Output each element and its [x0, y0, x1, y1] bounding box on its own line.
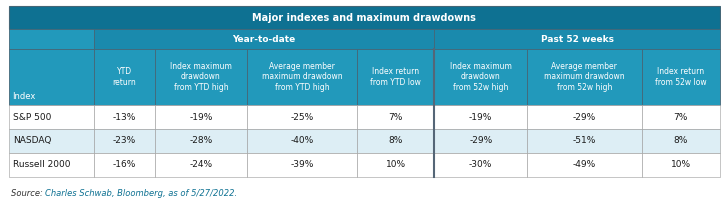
Text: -28%: -28%: [189, 136, 213, 145]
Text: 10%: 10%: [386, 160, 406, 169]
Bar: [357, 49, 435, 105]
Text: Index maximum
drawdown
from 52w high: Index maximum drawdown from 52w high: [450, 62, 512, 92]
Bar: [9, 6, 720, 29]
Text: Average member
maximum drawdown
from YTD high: Average member maximum drawdown from YTD…: [262, 62, 342, 92]
Bar: [642, 49, 720, 105]
Bar: [642, 153, 720, 177]
Bar: [9, 153, 94, 177]
Text: -40%: -40%: [291, 136, 314, 145]
Bar: [9, 105, 94, 129]
Text: Past 52 weeks: Past 52 weeks: [541, 35, 614, 43]
Text: Year-to-date: Year-to-date: [232, 35, 296, 43]
Text: 8%: 8%: [673, 136, 688, 145]
Text: -39%: -39%: [291, 160, 314, 169]
Bar: [247, 129, 357, 153]
Text: 7%: 7%: [389, 113, 403, 121]
Bar: [435, 153, 527, 177]
Text: Index return
from 52w low: Index return from 52w low: [655, 67, 707, 87]
Bar: [527, 129, 642, 153]
Text: Major indexes and maximum drawdowns: Major indexes and maximum drawdowns: [252, 13, 476, 23]
Bar: [94, 153, 154, 177]
Bar: [435, 105, 527, 129]
Bar: [435, 49, 527, 105]
Bar: [357, 105, 435, 129]
Text: -29%: -29%: [572, 113, 596, 121]
Bar: [94, 49, 154, 105]
Text: -19%: -19%: [189, 113, 213, 121]
Text: -19%: -19%: [469, 113, 492, 121]
Bar: [435, 129, 527, 153]
Text: 8%: 8%: [389, 136, 403, 145]
Bar: [9, 129, 94, 153]
Bar: [247, 153, 357, 177]
Bar: [154, 49, 247, 105]
Text: -30%: -30%: [469, 160, 492, 169]
Bar: [154, 153, 247, 177]
Text: Average member
maximum drawdown
from 52w high: Average member maximum drawdown from 52w…: [544, 62, 624, 92]
Text: Charles Schwab, Bloomberg, as of 5/27/2022.: Charles Schwab, Bloomberg, as of 5/27/20…: [45, 189, 237, 198]
Bar: [247, 105, 357, 129]
Text: Russell 2000: Russell 2000: [13, 160, 71, 169]
Text: 7%: 7%: [673, 113, 688, 121]
Text: -23%: -23%: [112, 136, 136, 145]
Text: Index return
from YTD low: Index return from YTD low: [370, 67, 421, 87]
Bar: [247, 49, 357, 105]
Bar: [9, 29, 94, 49]
Text: -51%: -51%: [572, 136, 596, 145]
Text: Index maximum
drawdown
from YTD high: Index maximum drawdown from YTD high: [170, 62, 231, 92]
Bar: [435, 29, 720, 49]
Text: Source:: Source:: [11, 189, 45, 198]
Text: Index: Index: [12, 92, 35, 101]
Bar: [94, 105, 154, 129]
Bar: [642, 129, 720, 153]
Text: -49%: -49%: [572, 160, 596, 169]
Bar: [642, 105, 720, 129]
Text: -25%: -25%: [291, 113, 314, 121]
Bar: [94, 129, 154, 153]
Bar: [527, 49, 642, 105]
Bar: [94, 29, 435, 49]
Text: -16%: -16%: [112, 160, 136, 169]
Bar: [9, 49, 94, 105]
Bar: [527, 153, 642, 177]
Text: -29%: -29%: [469, 136, 492, 145]
Text: -13%: -13%: [112, 113, 136, 121]
Bar: [357, 153, 435, 177]
Bar: [527, 105, 642, 129]
Bar: [154, 129, 247, 153]
Bar: [357, 129, 435, 153]
Bar: [154, 105, 247, 129]
Text: 10%: 10%: [671, 160, 691, 169]
Text: -24%: -24%: [189, 160, 213, 169]
Text: NASDAQ: NASDAQ: [13, 136, 51, 145]
Text: S&P 500: S&P 500: [13, 113, 51, 121]
Text: YTD
return: YTD return: [112, 67, 136, 87]
